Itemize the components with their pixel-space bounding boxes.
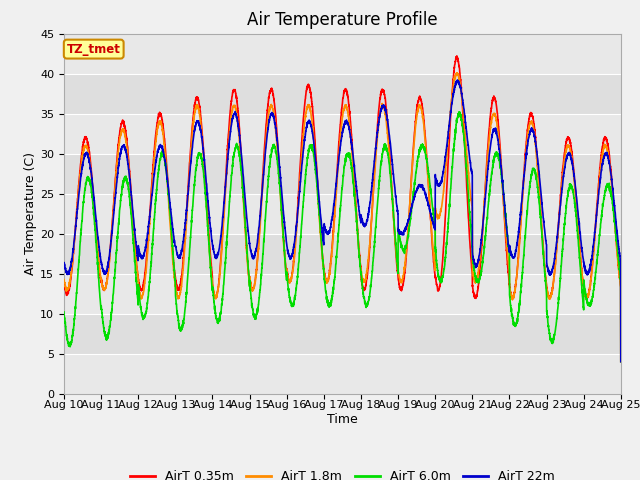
X-axis label: Time: Time <box>327 413 358 426</box>
Y-axis label: Air Temperature (C): Air Temperature (C) <box>24 152 37 275</box>
Bar <box>64 313 621 354</box>
Legend: AirT 0.35m, AirT 1.8m, AirT 6.0m, AirT 22m: AirT 0.35m, AirT 1.8m, AirT 6.0m, AirT 2… <box>125 465 560 480</box>
Bar <box>64 73 621 114</box>
Text: TZ_tmet: TZ_tmet <box>67 43 121 56</box>
Title: Air Temperature Profile: Air Temperature Profile <box>247 11 438 29</box>
Bar <box>64 234 621 274</box>
Bar <box>64 154 621 193</box>
